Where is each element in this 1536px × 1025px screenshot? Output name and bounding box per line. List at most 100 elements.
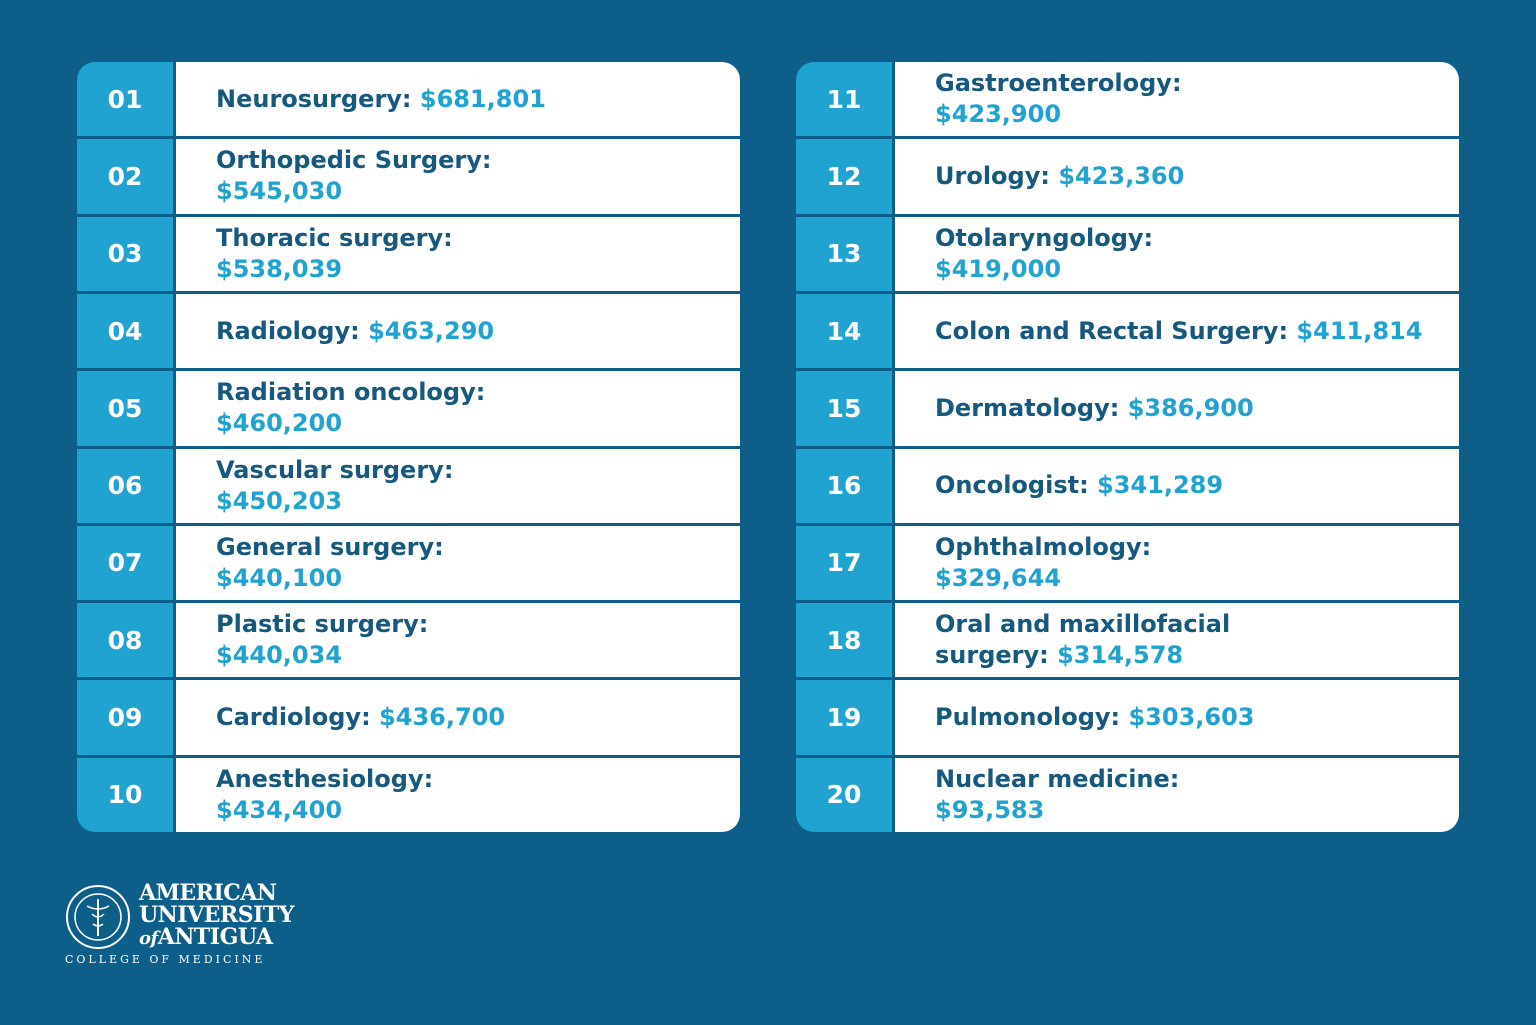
specialty: Vascular surgery: [216,455,454,484]
salary: $460,200 [216,409,343,438]
table-row: 13 Otolaryngology: $419,000 [796,216,1459,291]
logo-line: UNIVERSITY [139,902,294,928]
row-content: Vascular surgery: $450,203 [216,455,561,517]
rank-number: 01 [77,62,173,137]
salary: $423,360 [1058,161,1185,190]
row-text: Orthopedic Surgery: $545,030 [176,139,740,214]
specialty: Plastic surgery: [216,610,429,639]
specialty: Orthopedic Surgery: [216,146,492,175]
row-text: Urology: $423,360 [895,139,1459,214]
specialty: Dermatology: [935,393,1120,422]
rank-number: 13 [796,216,892,291]
salary: $419,000 [935,254,1062,283]
salary: $681,801 [419,84,546,113]
salary: $440,100 [216,563,343,592]
row-content: Neurosurgery: $681,801 [216,84,546,115]
rank-number: 19 [796,680,892,755]
specialty: Colon and Rectal Surgery: [935,316,1289,345]
salary: $545,030 [216,177,343,206]
logo-line: AMERICAN [139,880,277,906]
rank-number: 09 [77,680,173,755]
table-row: 07 General surgery: $440,100 [77,525,740,601]
salary: $314,578 [1057,641,1184,670]
rank-number: 03 [77,216,173,291]
row-content: Dermatology: $386,900 [935,393,1254,424]
table-row: 10 Anesthesiology: $434,400 [77,757,740,832]
specialty: Ophthalmology: [935,532,1152,561]
rank-number: 04 [77,293,173,369]
row-text: Oral and maxillofacial surgery: $314,578 [895,603,1459,678]
table-row: 19 Pulmonology: $303,603 [796,680,1459,755]
row-text: Otolaryngology: $419,000 [895,216,1459,291]
specialty: Radiation oncology: [216,378,486,407]
rank-number: 12 [796,139,892,214]
specialty: Pulmonology: [935,703,1121,732]
salary: $423,900 [935,100,1062,129]
logo: AMERICAN UNIVERSITY ofANTIGUA COLLEGE OF… [65,880,295,970]
table-row: 01 Neurosurgery: $681,801 [77,62,740,137]
salary-table: 01 Neurosurgery: $681,801 02 Orthopedic Sur… [77,62,740,832]
row-content: Plastic surgery: $440,034 [216,609,561,671]
row-text: Dermatology: $386,900 [895,371,1459,446]
table-row: 16 Oncologist: $341,289 [796,448,1459,523]
row-content: Gastroenterology: $423,900 [935,68,1280,130]
row-text: Radiation oncology: $460,200 [176,371,740,446]
salary: $93,583 [935,795,1045,824]
rank-number: 16 [796,448,892,523]
seal [66,885,130,949]
table-row: 12 Urology: $423,360 [796,139,1459,214]
row-content: Cardiology: $436,700 [216,702,505,733]
salary: $434,400 [216,795,343,824]
row-content: General surgery: $440,100 [216,532,561,594]
logo-of: of [139,928,158,949]
salary: $411,814 [1296,316,1423,345]
row-text: Anesthesiology: $434,400 [176,757,740,832]
table-row: 18 Oral and maxillofacial surgery: $314,5… [796,603,1459,678]
rank-number: 11 [796,62,892,137]
table-row: 06 Vascular surgery: $450,203 [77,448,740,523]
table-row: 02 Orthopedic Surgery: $545,030 [77,139,740,214]
table-row: 11 Gastroenterology: $423,900 [796,62,1459,137]
table-row: 15 Dermatology: $386,900 [796,371,1459,446]
specialty: Cardiology: [216,703,371,732]
row-text: Neurosurgery: $681,801 [176,62,740,137]
table-row: 09 Cardiology: $436,700 [77,680,740,755]
row-content: Anesthesiology: $434,400 [216,764,561,826]
specialty: Urology: [935,161,1050,190]
salary: $436,700 [379,703,506,732]
specialty: Thoracic surgery: [216,223,453,252]
specialty: Oral and maxillofacial surgery: [935,610,1231,670]
salary-table: 11 Gastroenterology: $423,900 12 Urology: $… [796,62,1459,832]
rank-number: 02 [77,139,173,214]
logo-line: ANTIGUA [157,924,273,950]
row-text: Vascular surgery: $450,203 [176,448,740,523]
row-text: Oncologist: $341,289 [895,448,1459,523]
row-content: Orthopedic Surgery: $545,030 [216,145,561,207]
salary: $450,203 [216,486,343,515]
salary: $341,289 [1097,471,1224,500]
row-content: Pulmonology: $303,603 [935,702,1254,733]
row-content: Otolaryngology: $419,000 [935,223,1280,285]
row-text: Colon and Rectal Surgery: $411,814 [895,293,1459,369]
specialty: Oncologist: [935,471,1089,500]
table-row: 08 Plastic surgery: $440,034 [77,603,740,678]
rank-number: 07 [77,525,173,601]
salary: $303,603 [1128,703,1255,732]
specialty: Neurosurgery: [216,84,412,113]
rank-number: 06 [77,448,173,523]
rank-number: 15 [796,371,892,446]
row-text: Plastic surgery: $440,034 [176,603,740,678]
salary: $386,900 [1127,393,1254,422]
salary: $463,290 [368,316,495,345]
rank-number: 05 [77,371,173,446]
row-text: Ophthalmology: $329,644 [895,525,1459,601]
rank-number: 17 [796,525,892,601]
row-content: Oncologist: $341,289 [935,470,1223,501]
specialty: Gastroenterology: [935,69,1182,98]
rank-number: 18 [796,603,892,678]
rank-number: 08 [77,603,173,678]
row-text: General surgery: $440,100 [176,525,740,601]
row-text: Nuclear medicine: $93,583 [895,757,1459,832]
salary: $538,039 [216,254,343,283]
row-text: Thoracic surgery: $538,039 [176,216,740,291]
